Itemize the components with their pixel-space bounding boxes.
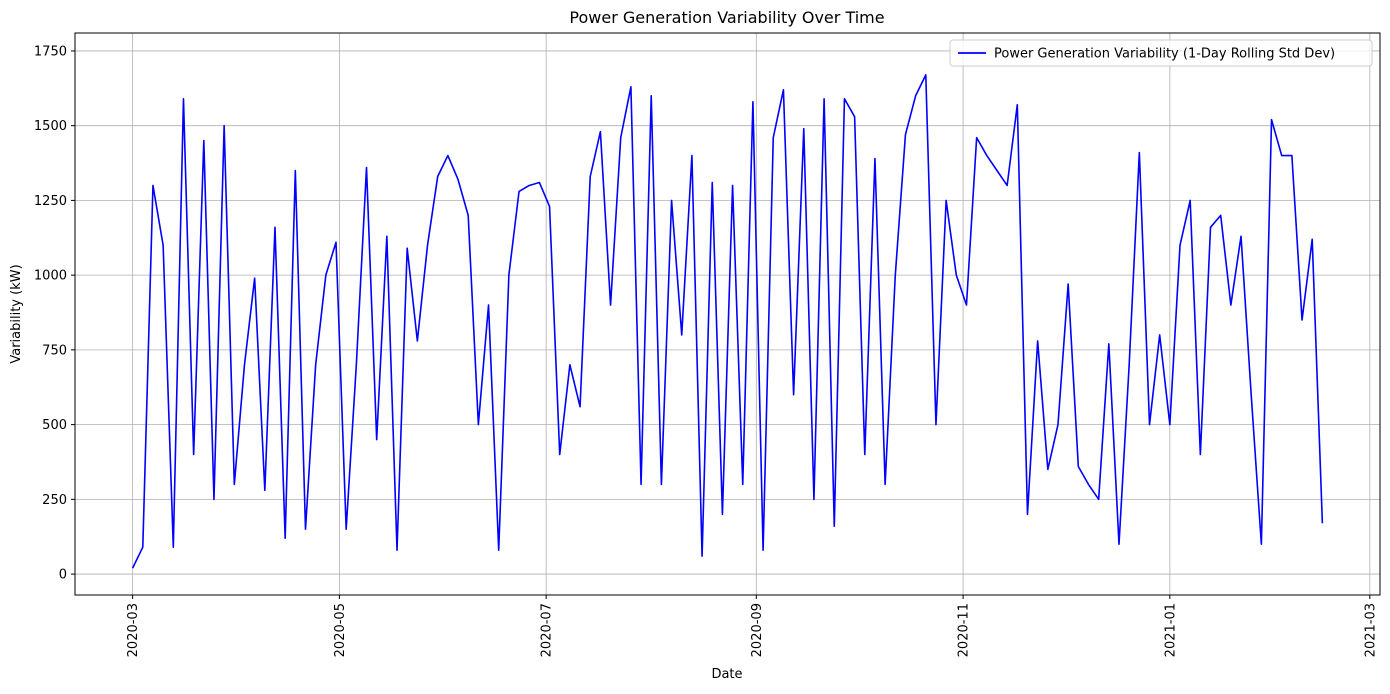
plot-frame bbox=[74, 32, 1381, 596]
chart-title: Power Generation Variability Over Time bbox=[569, 8, 884, 27]
x-tick-label: 2020-11 bbox=[957, 603, 972, 657]
x-tick-label: 2020-09 bbox=[750, 603, 765, 657]
y-tick-label: 1000 bbox=[34, 269, 67, 284]
legend: Power Generation Variability (1-Day Roll… bbox=[949, 39, 1373, 67]
y-tick-label: 750 bbox=[42, 343, 67, 358]
y-tick-label: 500 bbox=[42, 418, 67, 433]
legend-label: Power Generation Variability (1-Day Roll… bbox=[994, 47, 1335, 62]
y-tick-label: 1250 bbox=[34, 194, 67, 209]
x-tick-label: 2021-01 bbox=[1163, 603, 1178, 657]
y-tick-label: 1750 bbox=[34, 44, 67, 59]
y-tick-label: 1500 bbox=[34, 119, 67, 134]
y-axis-label: Variability (kW) bbox=[9, 264, 24, 363]
legend-box bbox=[949, 39, 1373, 67]
x-tick-label: 2020-05 bbox=[333, 603, 348, 657]
y-tick-label: 0 bbox=[59, 568, 67, 583]
y-tick-label: 250 bbox=[42, 493, 67, 508]
data-line bbox=[131, 74, 1324, 569]
x-axis-label: Date bbox=[711, 667, 742, 682]
x-tick-label: 2020-07 bbox=[540, 603, 555, 657]
x-tick-label: 2020-03 bbox=[126, 603, 141, 657]
x-tick-label: 2021-03 bbox=[1363, 603, 1378, 657]
